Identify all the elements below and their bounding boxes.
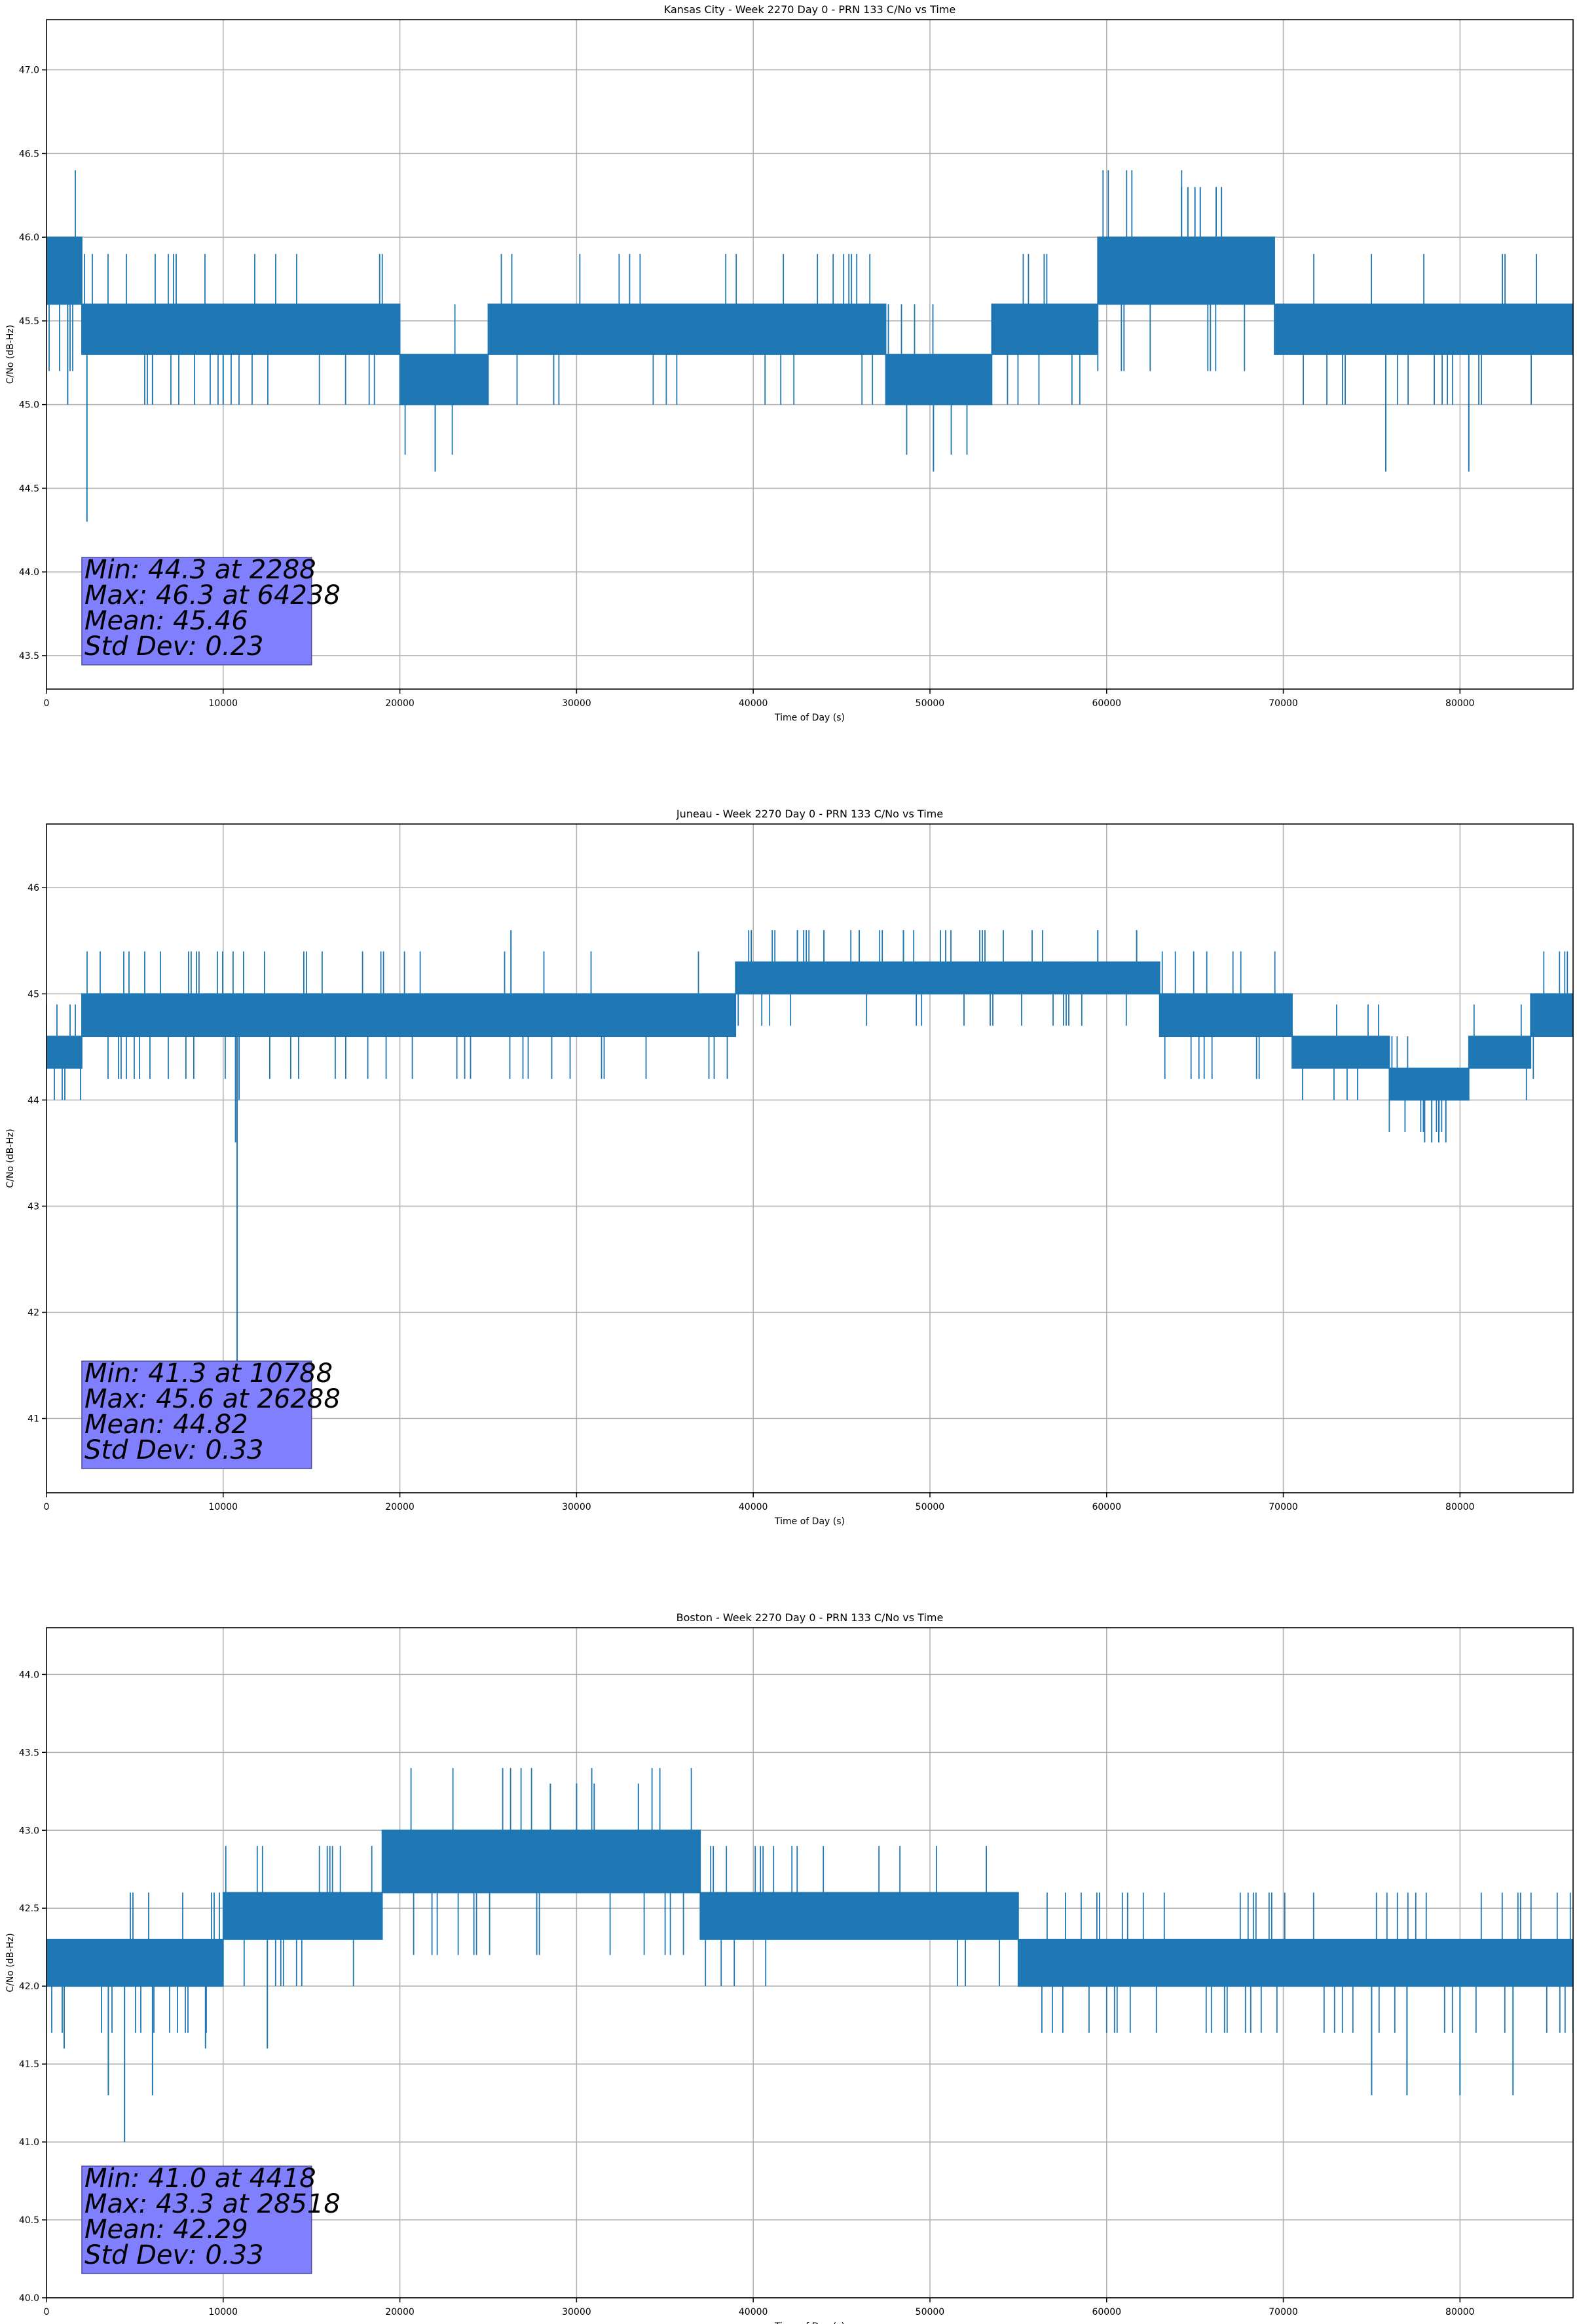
plot-frame [46, 19, 1574, 690]
stats-max: Max: 45.6 at 26288 [84, 1384, 341, 1414]
chart-title: Kansas City - Week 2270 Day 0 - PRN 133 … [664, 3, 955, 16]
stats-min: Min: 44.3 at 2288 [84, 555, 316, 585]
y-tick-label: 42 [28, 1307, 39, 1318]
x-tick-label: 30000 [562, 1502, 591, 1512]
x-axis-label: Time of Day (s) [774, 713, 845, 723]
cno-series-trace [46, 1768, 1573, 2033]
x-tick-label: 0 [44, 2307, 50, 2317]
x-tick-label: 30000 [562, 698, 591, 709]
y-tick-label: 45.0 [19, 400, 39, 411]
stats-box [81, 1360, 312, 1469]
x-tick-label: 80000 [1445, 698, 1475, 709]
x-tick-label: 50000 [916, 698, 945, 709]
y-tick-label: 41.5 [19, 2059, 39, 2070]
stats-mean: Mean: 44.82 [84, 1410, 248, 1440]
y-tick-label: 43.5 [19, 651, 39, 662]
y-tick-label: 41 [28, 1414, 39, 1425]
chart-title: Boston - Week 2270 Day 0 - PRN 133 C/No … [677, 1611, 944, 1624]
y-tick-label: 44.5 [19, 483, 39, 494]
y-tick-label: 46.0 [19, 233, 39, 243]
stats-max: Max: 43.3 at 28518 [84, 2189, 341, 2219]
y-tick-label: 42.0 [19, 1981, 39, 1992]
x-tick-label: 20000 [385, 698, 415, 709]
y-tick-label: 42.5 [19, 1903, 39, 1914]
y-axis-label: C/No (dB-Hz) [5, 1129, 16, 1188]
stats-mean: Mean: 45.46 [84, 606, 248, 636]
y-tick-label: 44.0 [19, 567, 39, 578]
x-tick-label: 50000 [916, 2307, 945, 2317]
stats-min: Min: 41.0 at 4418 [84, 2164, 316, 2194]
x-tick-label: 20000 [385, 2307, 415, 2317]
x-tick-label: 70000 [1269, 698, 1298, 709]
x-tick-label: 40000 [739, 698, 768, 709]
x-tick-label: 10000 [209, 698, 238, 709]
y-tick-label: 40.0 [19, 2293, 39, 2304]
x-tick-label: 80000 [1445, 1502, 1475, 1512]
stats-box [81, 557, 312, 665]
y-tick-label: 47.0 [19, 66, 39, 76]
x-tick-label: 60000 [1092, 2307, 1121, 2317]
y-tick-label: 40.5 [19, 2215, 39, 2226]
chart-panel-1: 0 10000 20000 30000 40000 50000 60000 70000 8000… [5, 808, 1574, 1527]
stats-mean: Mean: 42.29 [84, 2215, 248, 2245]
x-tick-label: 60000 [1092, 1502, 1121, 1512]
plot-frame [46, 823, 1574, 1493]
plot-frame [46, 1627, 1574, 2298]
x-tick-label: 80000 [1445, 2307, 1475, 2317]
x-tick-label: 70000 [1269, 2307, 1298, 2317]
y-tick-label: 44 [28, 1095, 39, 1106]
x-tick-label: 10000 [209, 2307, 238, 2317]
y-tick-label: 43.5 [19, 1748, 39, 1758]
y-tick-label: 43.0 [19, 1826, 39, 1836]
stats-min: Min: 41.3 at 10788 [84, 1359, 333, 1389]
x-tick-label: 40000 [739, 1502, 768, 1512]
x-tick-label: 0 [44, 1502, 50, 1512]
y-axis-label: C/No (dB-Hz) [5, 325, 16, 384]
x-tick-label: 50000 [916, 1502, 945, 1512]
x-axis-label: Time of Day (s) [774, 1516, 845, 1527]
x-tick-label: 0 [44, 698, 50, 709]
chart-panel-2: 0 10000 20000 30000 40000 50000 60000 70000 8000… [5, 1611, 1574, 2324]
stats-box [81, 2165, 312, 2274]
cno-series-trace [46, 930, 1573, 1132]
x-tick-label: 60000 [1092, 698, 1121, 709]
chart-title: Juneau - Week 2270 Day 0 - PRN 133 C/No … [676, 808, 943, 820]
x-tick-label: 10000 [209, 1502, 238, 1512]
stats-max: Max: 46.3 at 64238 [84, 580, 341, 610]
stats-std: Std Dev: 0.23 [84, 631, 264, 662]
stats-std: Std Dev: 0.33 [84, 1435, 264, 1465]
stats-std: Std Dev: 0.33 [84, 2240, 264, 2270]
y-tick-label: 45 [28, 989, 39, 1000]
y-tick-label: 45.5 [19, 316, 39, 327]
y-tick-label: 46 [28, 883, 39, 893]
y-tick-label: 44.0 [19, 1670, 39, 1680]
y-tick-label: 43 [28, 1201, 39, 1212]
x-tick-label: 40000 [739, 2307, 768, 2317]
cno-series-trace [46, 170, 1573, 455]
y-axis-label: C/No (dB-Hz) [5, 1933, 16, 1992]
x-tick-label: 30000 [562, 2307, 591, 2317]
y-tick-label: 46.5 [19, 149, 39, 159]
chart-panel-0: 0 10000 20000 30000 40000 50000 60000 70000 8000… [5, 3, 1574, 723]
x-tick-label: 70000 [1269, 1502, 1298, 1512]
y-tick-label: 41.0 [19, 2137, 39, 2148]
x-axis-label: Time of Day (s) [774, 2321, 845, 2324]
x-tick-label: 20000 [385, 1502, 415, 1512]
